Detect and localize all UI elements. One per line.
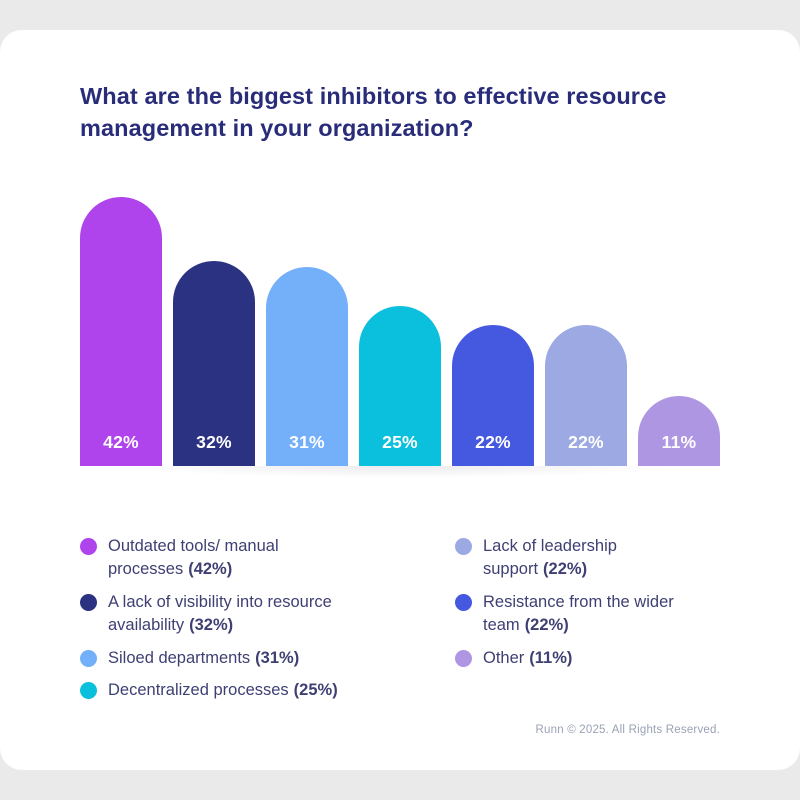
legend-label: Other (11%) (483, 648, 573, 667)
bar-lack-of-leadership: 22% (545, 325, 627, 466)
legend-item-siloed-departments: Siloed departments (31%) (80, 647, 455, 670)
bar-value-label: 11% (661, 432, 697, 452)
legend-dot-icon (80, 593, 97, 611)
legend-dot-icon (80, 649, 97, 667)
legend-item-outdated-tools: Outdated tools/ manual processes (42%) (80, 535, 455, 582)
legend-item-resistance-wider-team: Resistance from the wider team (22%) (455, 591, 720, 638)
chart-legend: Outdated tools/ manual processes (42%) A … (80, 535, 720, 703)
chart-title: What are the biggest inhibitors to effec… (80, 83, 667, 142)
bar-resistance-wider-team: 22% (452, 325, 534, 466)
bar-other: 11% (638, 396, 720, 466)
legend-column-left: Outdated tools/ manual processes (42%) A … (80, 535, 455, 703)
legend-label: A lack of visibility into resource avail… (108, 592, 332, 635)
bar-chart: 42% 32% 31% 25% 22% 22% 11% (66, 196, 734, 482)
legend-label: Outdated tools/ manual processes (42%) (108, 537, 279, 579)
legend-label: Resistance from the wider team (22%) (483, 592, 674, 635)
bar-siloed-departments: 31% (266, 267, 348, 466)
legend-item-lack-of-leadership: Lack of leadership support (22%) (455, 535, 720, 582)
legend-item-decentralized-processes: Decentralized processes (25%) (80, 679, 455, 702)
legend-dot-icon (455, 593, 472, 611)
chart-card: What are the biggest inhibitors to effec… (0, 30, 800, 770)
legend-dot-icon (455, 538, 472, 555)
bar-group: 42% 32% 31% 25% 22% 22% 11% (80, 196, 720, 466)
bar-decentralized-processes: 25% (359, 306, 441, 466)
legend-dot-icon (455, 649, 472, 667)
legend-item-lack-of-visibility: A lack of visibility into resource avail… (80, 591, 455, 638)
bar-value-label: 42% (103, 432, 139, 452)
legend-column-right: Lack of leadership support (22%) Resistan… (455, 535, 720, 703)
copyright-text: Runn © 2025. All Rights Reserved. (535, 724, 720, 736)
legend-dot-icon (80, 682, 97, 700)
legend-label: Lack of leadership support (22%) (483, 537, 617, 579)
bar-value-label: 22% (568, 432, 604, 452)
bar-value-label: 32% (196, 432, 232, 452)
bar-outdated-tools: 42% (80, 197, 162, 466)
bar-lack-of-visibility: 32% (173, 261, 255, 466)
legend-label: Siloed departments (31%) (108, 648, 300, 667)
bar-value-label: 22% (475, 432, 511, 452)
legend-label: Decentralized processes (25%) (108, 681, 338, 700)
bar-value-label: 31% (289, 432, 325, 452)
legend-item-other: Other (11%) (455, 647, 720, 670)
legend-dot-icon (80, 538, 97, 555)
bar-value-label: 25% (382, 432, 418, 452)
baseline-shadow (66, 466, 734, 482)
